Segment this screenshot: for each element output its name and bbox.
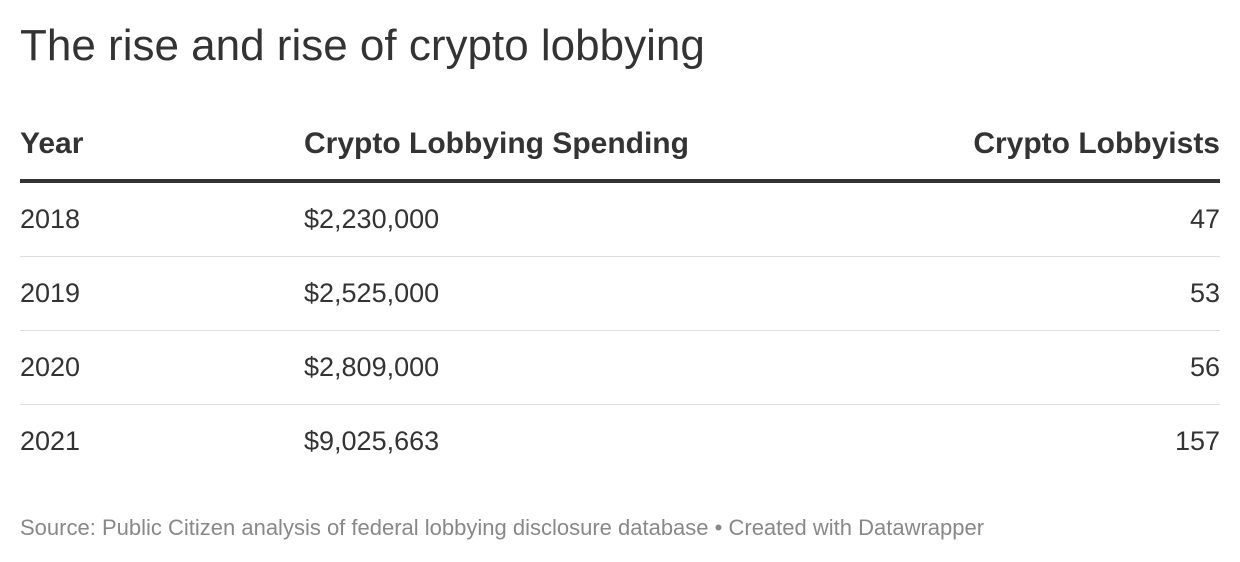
chart-title: The rise and rise of crypto lobbying	[20, 21, 705, 70]
cell-year: 2021	[20, 426, 81, 456]
cell-lobbyists: 157	[1174, 426, 1220, 456]
column-header-spending[interactable]: Crypto Lobbying Spending	[304, 108, 820, 183]
cell-spending: $2,525,000	[304, 256, 820, 331]
cell-lobbyists: 56	[820, 330, 1220, 405]
cell-year: 2018	[20, 181, 304, 257]
column-header-lobbyists[interactable]: Crypto Lobbyists	[820, 108, 1220, 183]
chart-footer: Source: Public Citizen analysis of feder…	[20, 515, 984, 541]
cell-spending: $2,809,000	[304, 330, 820, 405]
table-row: 2018 $2,230,000 47	[20, 181, 1220, 257]
table-header-row: Year Crypto Lobbying Spending Crypto Lob…	[20, 108, 1220, 183]
table-row: 2021 $9,025,663 157	[20, 405, 1220, 479]
cell-spending: $2,230,000	[304, 181, 820, 257]
table-row: 2019 $2,525,000 53	[20, 256, 1220, 331]
cell-year: 2020	[20, 330, 304, 405]
table-row: 2020 $2,809,000 56	[20, 330, 1220, 405]
source-text: Public Citizen analysis of federal lobby…	[101, 515, 709, 540]
cell-year: 2019	[20, 256, 304, 331]
cell-spending: $9,025,663	[304, 426, 440, 456]
cell-lobbyists: 53	[820, 256, 1220, 331]
footer-separator: •	[714, 515, 723, 540]
column-header-year[interactable]: Year	[20, 108, 304, 183]
source-label: Source:	[20, 515, 96, 540]
cell-lobbyists: 47	[820, 181, 1220, 257]
datawrapper-credit-link[interactable]: Created with Datawrapper	[728, 515, 985, 540]
data-table: Year Crypto Lobbying Spending Crypto Lob…	[20, 108, 1220, 478]
